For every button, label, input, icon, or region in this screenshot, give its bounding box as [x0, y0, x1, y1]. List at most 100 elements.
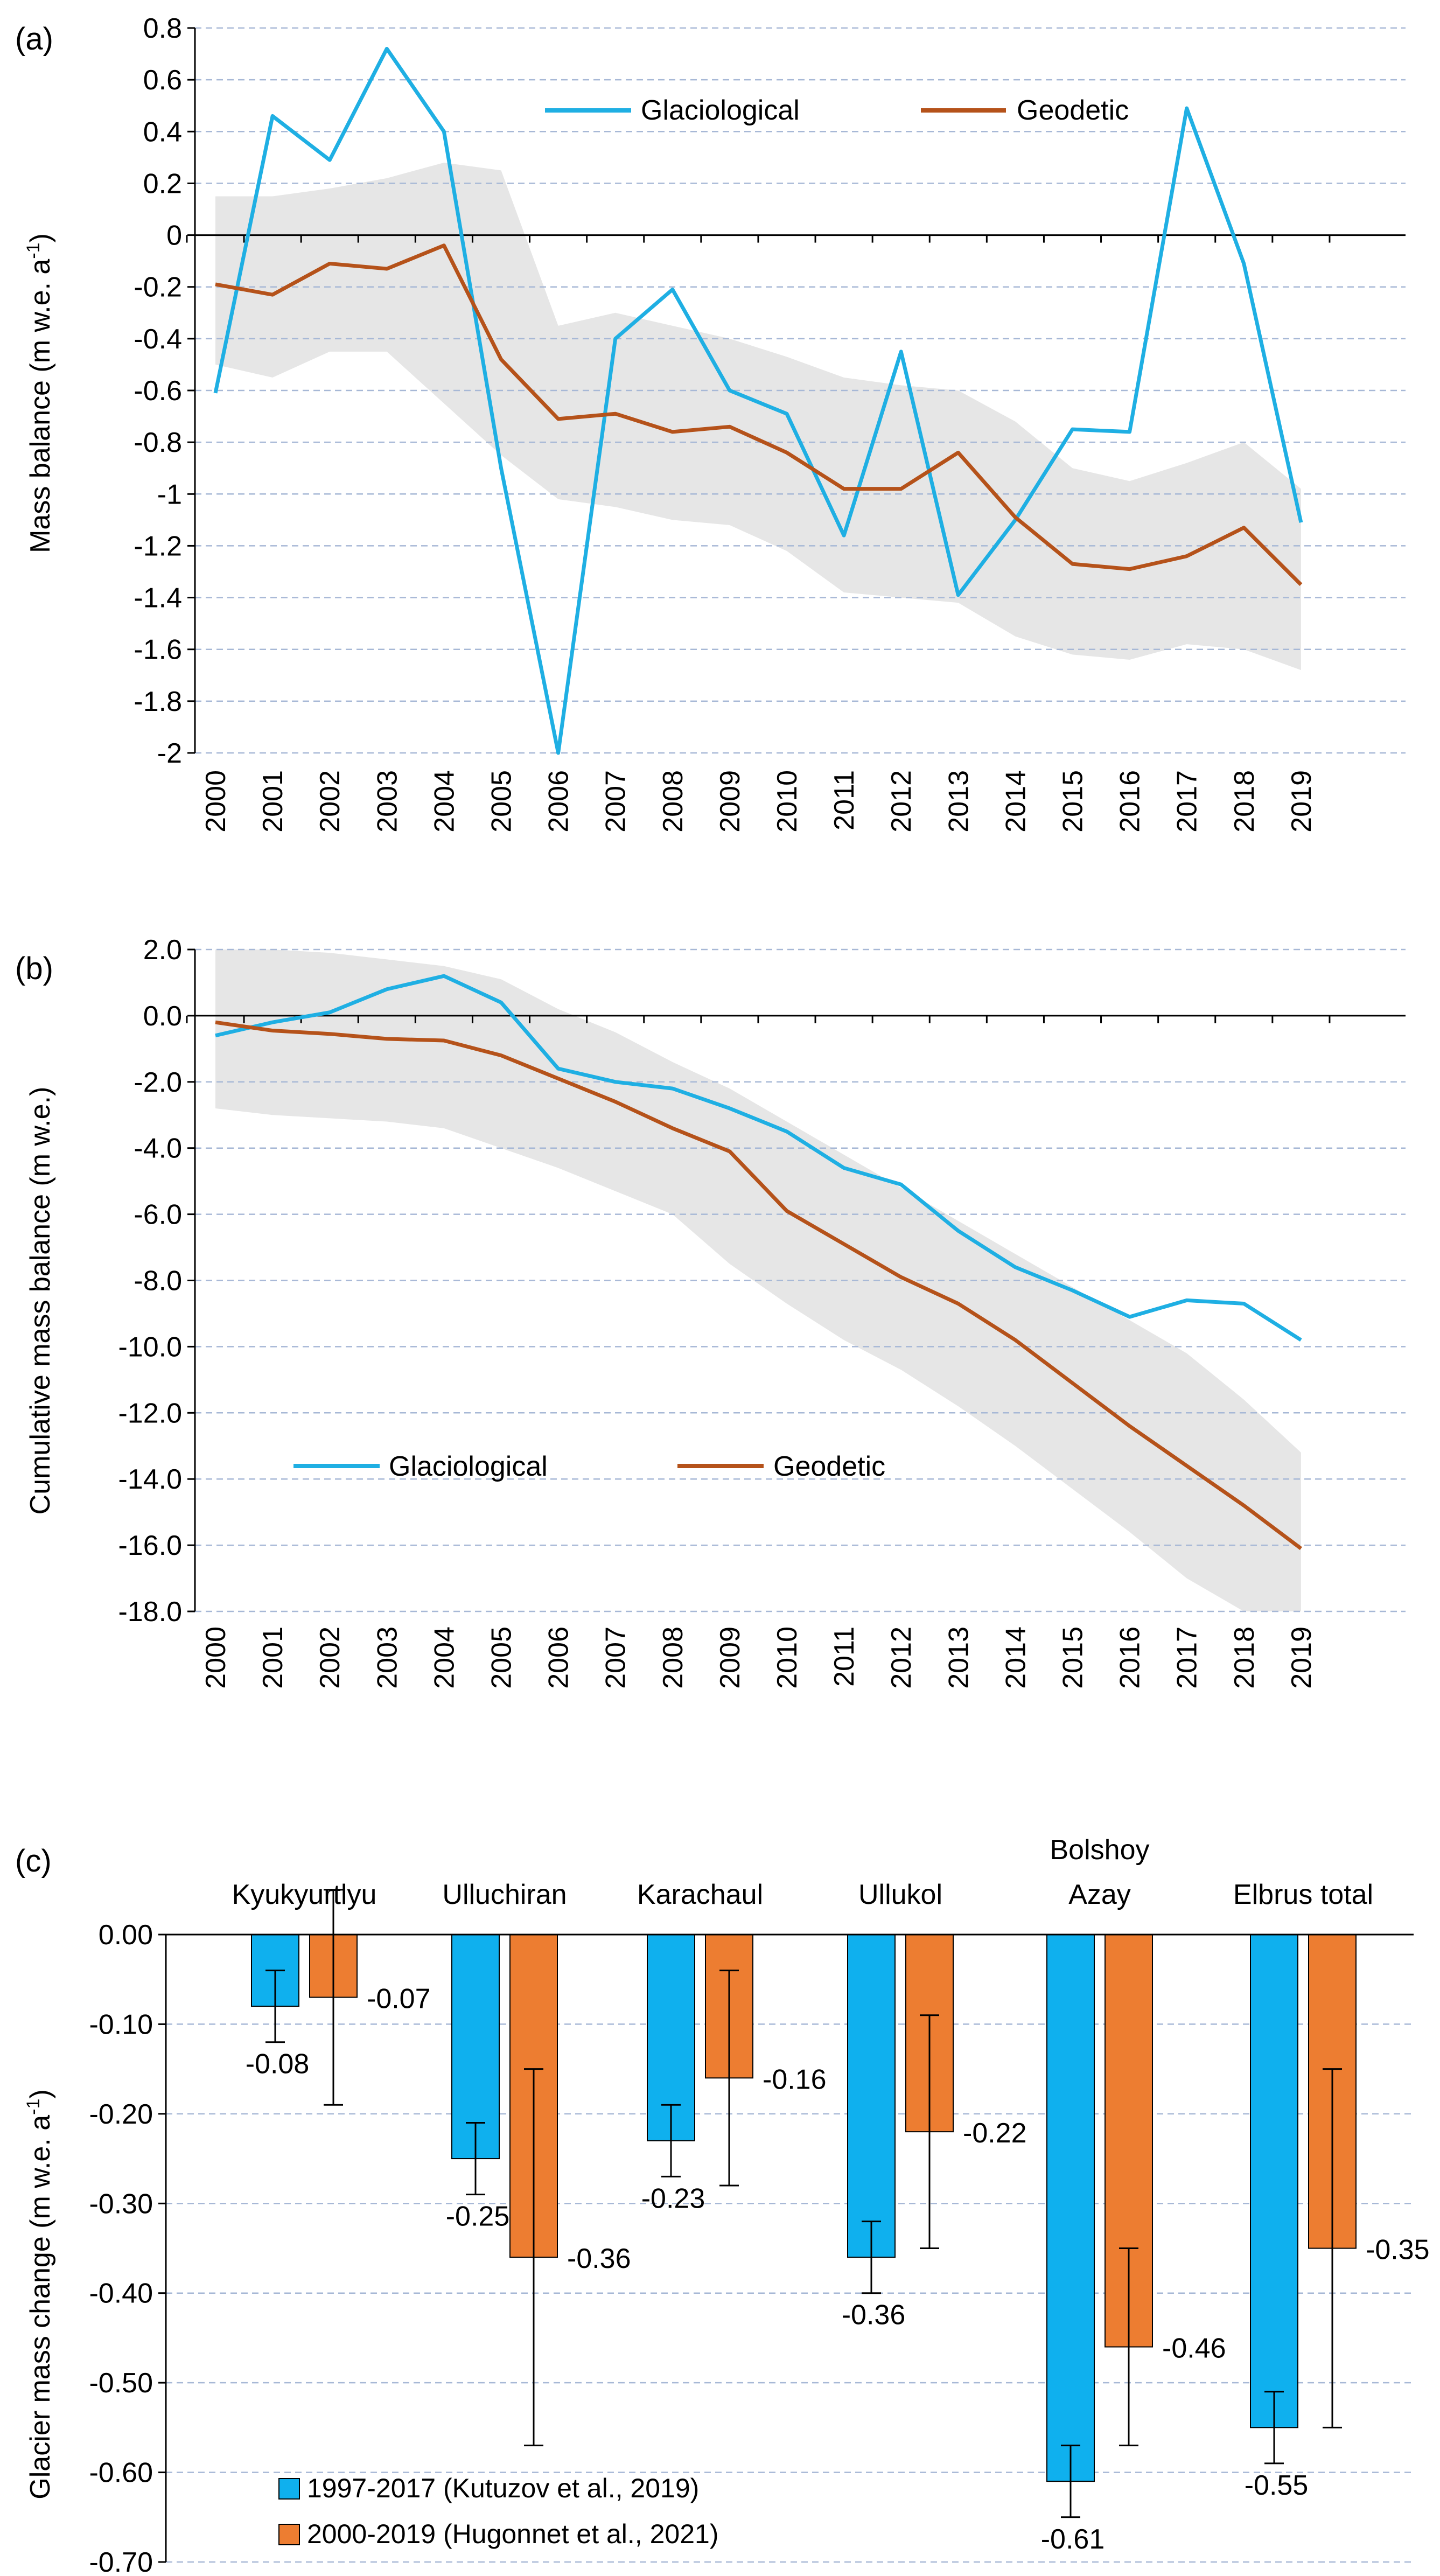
- panel-a-y-tick-label: -1.2: [134, 530, 182, 562]
- panel-c-label: (c): [15, 1844, 52, 1879]
- panel-a-y-tick-label: -2: [157, 738, 182, 769]
- panel-c-value-label: -0.46: [1162, 2333, 1226, 2364]
- panel-a-x-tick-label: 2004: [429, 770, 460, 833]
- panel-b-label: (b): [15, 951, 53, 986]
- panel-a-x-tick-label: 2011: [829, 770, 860, 830]
- panel-a-y-tick-label: -0.8: [134, 427, 182, 458]
- panel-b-x-tick-label: 2006: [543, 1626, 575, 1689]
- panel-a-geodetic-line: [215, 243, 1303, 587]
- panel-b-y-tick-label: -18.0: [118, 1596, 182, 1628]
- panel-b-y-tick-label: -2.0: [134, 1067, 182, 1098]
- panel-c-y-tick-label: -0.60: [89, 2458, 153, 2489]
- panel-a-x-tick-label: 2007: [600, 770, 632, 833]
- panel-b-x-tick-label: 2000: [200, 1626, 232, 1689]
- panel-b-y-tick-label: 2.0: [143, 934, 182, 966]
- panel-a-y-tick-label: 0.2: [143, 168, 182, 199]
- panel-a-x-tick-label: 2002: [314, 770, 346, 833]
- panel-c-value-label: -0.36: [842, 2300, 906, 2331]
- panel-b-cumulative-chart: (b) 2.0 0.0 -2.0 -4.0 -6.0 -8.0 -10.0 -12.0 -14.…: [15, 934, 1406, 1689]
- panel-c-category-label: Bolshoy: [1050, 1834, 1150, 1866]
- panel-c-value-label: -0.22: [963, 2118, 1027, 2149]
- panel-a-x-tick-label: 2005: [486, 770, 518, 833]
- panel-a-x-tick-label: 2000: [200, 770, 232, 833]
- panel-a-label: (a): [15, 22, 53, 57]
- panel-a-uncertainty-band: [215, 162, 1301, 671]
- panel-b-legend: Glaciological Geodetic: [293, 1451, 885, 1482]
- panel-c-legend-hugonnet-label: 2000-2019 (Hugonnet et al., 2021): [307, 2519, 718, 2549]
- panel-a-x-tick-label: 2010: [772, 770, 803, 833]
- panel-b-y-tick-label: -14.0: [118, 1464, 182, 1495]
- panel-b-x-tick-label: 2009: [715, 1626, 746, 1689]
- panel-b-x-tick-label: 2016: [1115, 1626, 1146, 1689]
- panel-c-y-tick-label: -0.30: [89, 2188, 153, 2219]
- panel-c-legend-hugonnet-swatch: [278, 2524, 300, 2545]
- panel-b-x-tick-label: 2002: [314, 1626, 346, 1689]
- panel-c-bar-kutuzov: [1046, 1934, 1095, 2482]
- panel-a-x-tick-label: 2008: [658, 770, 689, 833]
- panel-b-x-tick-label: 2015: [1058, 1626, 1089, 1689]
- panel-c-y-tick-label: -0.70: [89, 2547, 153, 2576]
- panel-b-x-tick-label: 2014: [1000, 1626, 1031, 1689]
- panel-c-y-tick-label: -0.50: [89, 2368, 153, 2399]
- panel-b-x-tick-label: 2018: [1229, 1626, 1260, 1689]
- panel-a-x-tick-label: 2012: [886, 770, 917, 833]
- panel-a-y-tick-label: -1.6: [134, 634, 182, 666]
- panel-a-y-tick-label: 0: [166, 220, 182, 252]
- panel-a-x-tick-label: 2016: [1115, 770, 1146, 833]
- panel-c-legend-kutuzov-swatch: [278, 2478, 300, 2500]
- panel-c-legend: 1997-2017 (Kutuzov et al., 2019) 2000-20…: [278, 2473, 718, 2549]
- panel-b-legend-glaciological-label: Glaciological: [389, 1451, 548, 1482]
- panel-c-category-label: Elbrus total: [1233, 1879, 1373, 1910]
- panel-a-y-tick-label: -0.6: [134, 375, 182, 407]
- panel-c-y-tick-label: 0.00: [99, 1919, 153, 1951]
- panel-c-category-label: Ullukol: [858, 1879, 942, 1910]
- panel-a-x-tick-label: 2015: [1058, 770, 1089, 833]
- panel-a-x-tick-label: 2018: [1229, 770, 1260, 833]
- panel-b-x-tick-label: 2001: [257, 1626, 289, 1689]
- panel-b-geodetic-line: [215, 1020, 1303, 1551]
- panel-c-value-label: -0.55: [1245, 2470, 1309, 2501]
- panel-a-x-tick-label: 2009: [715, 770, 746, 833]
- panel-b-y-tick-label: -10.0: [118, 1331, 182, 1363]
- panel-c-category-label: Ulluchiran: [442, 1879, 567, 1910]
- panel-a-y-axis-title: Mass balance (m w.e. a-1): [23, 233, 56, 553]
- panel-a-x-tick-label: 2019: [1286, 770, 1317, 833]
- panel-b-x-tick-label: 2012: [886, 1626, 917, 1689]
- panel-b-x-tick-label: 2003: [372, 1626, 403, 1689]
- panel-c-value-label: -0.16: [763, 2064, 827, 2095]
- panel-a-y-tick-label: -1.4: [134, 583, 182, 614]
- panel-b-x-tick-label: 2005: [486, 1626, 518, 1689]
- panel-c-bar-kutuzov: [451, 1934, 500, 2160]
- panel-a-x-tick-label: 2006: [543, 770, 575, 833]
- panel-b-y-tick-label: -12.0: [118, 1398, 182, 1429]
- panel-b-y-tick-label: -8.0: [134, 1266, 182, 1297]
- panel-a-y-tick-label: -1: [157, 479, 182, 510]
- panel-b-x-tick-label: 2007: [600, 1626, 632, 1689]
- panel-a-y-tick-label: -0.2: [134, 272, 182, 303]
- panel-a-x-tick-label: 2003: [372, 770, 403, 833]
- panel-a-x-tick-label: 2013: [943, 770, 974, 833]
- panel-a-x-tick-label: 2014: [1000, 770, 1031, 833]
- panel-c-category-label: Azay: [1068, 1879, 1131, 1910]
- panel-c-glacier-bars: (c) 0.00 -0.10 -0.20 -0.30 -0.40 -0.50 -0.60 -0…: [15, 1834, 1430, 2576]
- panel-b-x-tick-label: 2017: [1172, 1626, 1203, 1689]
- panel-a-y-tick-label: -1.8: [134, 686, 182, 717]
- panel-c-value-label: -0.61: [1041, 2524, 1105, 2555]
- panel-c-bar-kutuzov: [1250, 1934, 1298, 2428]
- panel-c-value-label: -0.07: [367, 1984, 431, 2015]
- panel-b-x-tick-label: 2011: [829, 1626, 860, 1687]
- panel-a-y-tick-label: -0.4: [134, 324, 182, 355]
- panel-c-value-label: -0.36: [567, 2243, 631, 2274]
- panel-c-y-tick-label: -0.20: [89, 2099, 153, 2130]
- panel-b-x-tick-label: 2008: [658, 1626, 689, 1689]
- panel-c-value-label: -0.35: [1366, 2235, 1430, 2266]
- panel-a-y-tick-label: 0.6: [143, 65, 182, 96]
- panel-b-y-tick-label: 0.0: [143, 1001, 182, 1032]
- panel-b-glaciological-line: [215, 974, 1302, 1342]
- panel-c-value-label: -0.23: [641, 2183, 705, 2214]
- panel-c-legend-kutuzov-label: 1997-2017 (Kutuzov et al., 2019): [307, 2473, 699, 2503]
- panel-b-y-axis-title: Cumulative mass balance (m w.e.): [25, 1087, 56, 1515]
- panel-b-x-tick-label: 2004: [429, 1626, 460, 1689]
- panel-a-legend-glaciological-label: Glaciological: [641, 95, 800, 126]
- panel-c-y-tick-label: -0.10: [89, 2009, 153, 2040]
